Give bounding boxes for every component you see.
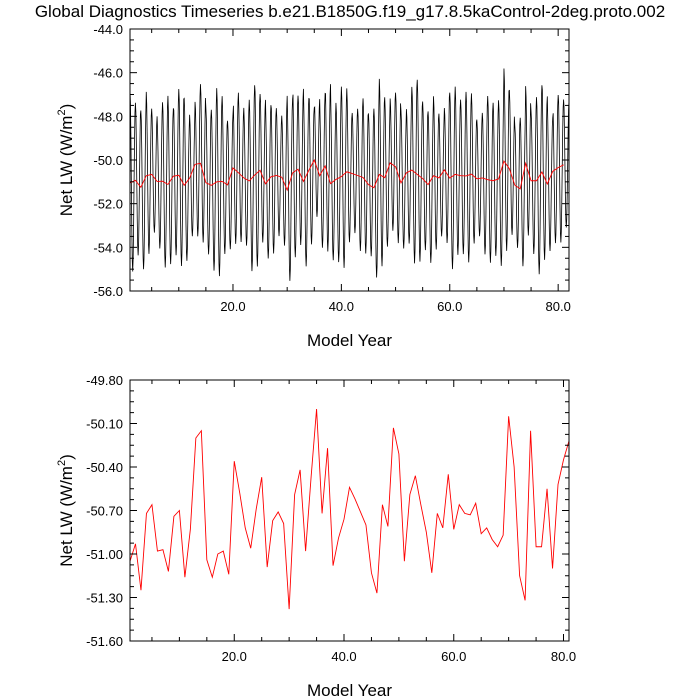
y-tick-label: -50.0 — [93, 153, 123, 168]
y-tick-label: -49.80 — [86, 373, 123, 388]
chart-title: Global Diagnostics Timeseries b.e21.B185… — [34, 2, 666, 21]
y-tick-label: -46.0 — [93, 66, 123, 81]
y-tick-label: -50.40 — [86, 460, 123, 475]
x-axis-label: Model Year — [307, 681, 392, 700]
monthly-series-line — [130, 68, 569, 281]
x-tick-label: 80.0 — [551, 649, 576, 664]
y-tick-label: -51.00 — [86, 547, 123, 562]
y-tick-label: -52.0 — [93, 197, 123, 212]
x-tick-label: 40.0 — [331, 649, 356, 664]
y-tick-label: -44.0 — [93, 22, 123, 37]
y-tick-label: -50.10 — [86, 417, 123, 432]
annual-series-line — [130, 408, 569, 610]
y-tick-label: -54.0 — [93, 240, 123, 255]
x-tick-label: 60.0 — [437, 299, 462, 314]
plot-frame — [129, 379, 570, 642]
x-tick-label: 60.0 — [441, 649, 466, 664]
y-tick-label: -51.60 — [86, 634, 123, 649]
x-tick-label: 40.0 — [329, 299, 354, 314]
x-axis-label: Model Year — [307, 331, 392, 350]
x-tick-label: 20.0 — [222, 649, 247, 664]
x-tick-label: 20.0 — [220, 299, 245, 314]
y-tick-label: -50.70 — [86, 504, 123, 519]
y-axis-label: Net LW (W/m2) — [56, 454, 76, 567]
y-axis-label: Net LW (W/m2) — [56, 104, 76, 217]
y-tick-label: -56.0 — [93, 284, 123, 299]
top-panel: 20.0 40.0 60.0 80.0 -56.0 -54.0 -52.0 -50.0 -48.… — [56, 22, 571, 350]
annual-series-line — [130, 158, 564, 192]
y-tick-label: -51.30 — [86, 591, 123, 606]
bottom-panel: 20.0 40.0 60.0 80.0 -51.60 -51.30 -51.00 -50.70… — [56, 373, 576, 700]
y-tick-label: -48.0 — [93, 109, 123, 124]
x-tick-label: 80.0 — [546, 299, 571, 314]
